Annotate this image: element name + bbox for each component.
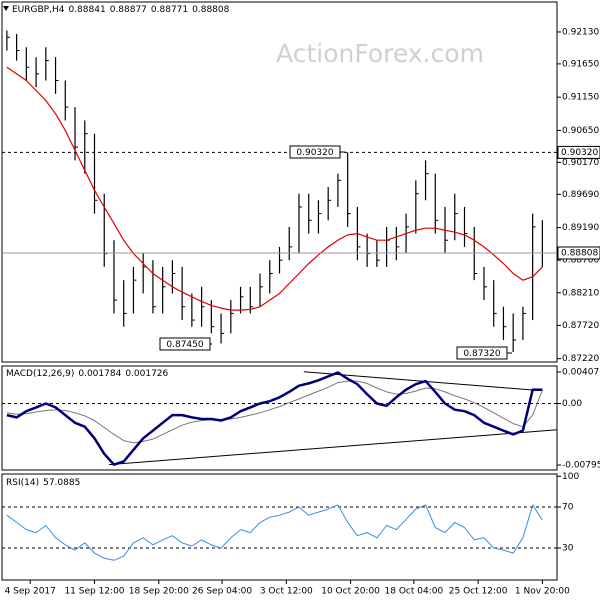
rsi-line xyxy=(6,504,543,561)
x-tick-label: 11 Sep 12:00 xyxy=(64,587,124,597)
annotation-box xyxy=(456,346,508,360)
y-tick-label: 0.91650 xyxy=(562,59,599,69)
header-value: 0.001784 xyxy=(78,369,121,379)
quote-value: 0.88877 xyxy=(110,5,147,15)
header-value: 0.001726 xyxy=(125,369,168,379)
y-tick-label: -0.007956 xyxy=(562,461,600,471)
title: RSI(14) xyxy=(6,478,39,488)
y-tick-label: 0.004076 xyxy=(562,367,600,377)
header: MACD(12,26,9) 0.001784 0.001726 xyxy=(6,369,169,379)
y-tick-label: 0.90170 xyxy=(562,158,599,168)
y-tick-label: 0.88210 xyxy=(562,288,599,298)
moving-average xyxy=(6,66,543,311)
title: EURGBP,H4 xyxy=(12,5,65,15)
header: RSI(14) 57.0885 xyxy=(6,478,80,488)
macd-line xyxy=(6,371,543,466)
y-tick-label: 0.89690 xyxy=(562,190,599,200)
header: EURGBP,H4 0.88841 0.88877 0.88771 0.88808 xyxy=(12,5,230,15)
last-label: 0.88808 xyxy=(561,249,598,259)
y-tick-label: 0.91150 xyxy=(562,93,599,103)
trendline xyxy=(109,429,558,466)
annotation: 0.87320 xyxy=(463,349,500,359)
x-tick-label: 1 Nov 20:00 xyxy=(515,587,570,597)
annotation-box xyxy=(159,337,211,351)
annotation: 0.90320 xyxy=(296,148,333,158)
level-label: 0.90320 xyxy=(561,148,598,158)
y-tick-label: 70 xyxy=(562,503,574,513)
annotation-box xyxy=(289,145,341,159)
x-tick-label: 10 Oct 20:00 xyxy=(321,587,380,597)
x-tick-label: 26 Sep 04:00 xyxy=(192,587,252,597)
y-tick-label: 0.87220 xyxy=(562,354,599,364)
quote-value: 0.88808 xyxy=(192,5,229,15)
y-tick-label: 0.89190 xyxy=(562,223,599,233)
panel-frame xyxy=(1,1,558,363)
watermark: ActionForex.com xyxy=(276,39,484,68)
y-tick-label: 30 xyxy=(562,544,574,554)
x-tick-label: 18 Oct 04:00 xyxy=(385,587,444,597)
annotation: 0.87450 xyxy=(166,340,203,350)
last-box xyxy=(557,246,600,260)
signal-line xyxy=(6,380,543,444)
y-tick-label: 0.00 xyxy=(562,399,582,409)
x-tick-label: 3 Oct 12:00 xyxy=(260,587,313,597)
y-tick-label: 0.92130 xyxy=(562,27,599,37)
panel-frame xyxy=(1,365,558,471)
x-tick-label: 18 Sep 20:00 xyxy=(129,587,189,597)
panel-frame xyxy=(1,473,558,581)
x-tick-label: 4 Sep 2017 xyxy=(5,587,56,597)
y-tick-label: 0.88700 xyxy=(562,256,599,266)
y-tick-label: 0.90650 xyxy=(562,126,599,136)
y-tick-label: 100 xyxy=(562,472,579,482)
title: MACD(12,26,9) xyxy=(6,369,74,379)
quote-value: 0.88771 xyxy=(151,5,188,15)
x-tick-label: 25 Oct 12:00 xyxy=(449,587,508,597)
y-tick-label: 0.87720 xyxy=(562,321,599,331)
menu-arrow xyxy=(3,6,9,11)
level-box xyxy=(557,145,600,159)
quote-value: 0.88841 xyxy=(68,5,105,15)
header-value: 57.0885 xyxy=(43,478,80,488)
